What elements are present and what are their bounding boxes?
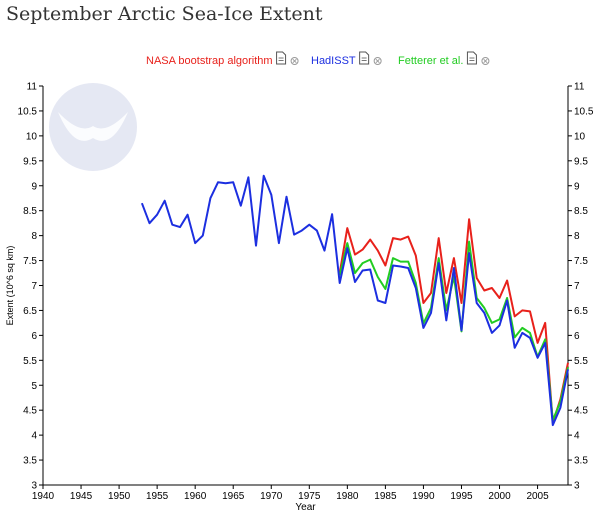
- series-line-fetterer-et-al: [338, 240, 569, 422]
- x-tick-label: 1975: [298, 491, 321, 502]
- x-tick-label: 1940: [32, 491, 55, 502]
- x-tick-label: 1990: [412, 491, 435, 502]
- y-tick-label-right: 9: [574, 181, 580, 192]
- y-tick-label-left: 3.5: [23, 456, 37, 467]
- x-tick-label: 2000: [488, 491, 511, 502]
- legend-label[interactable]: Fetterer et al.: [398, 55, 463, 67]
- y-axis-label: Extent (10^6 sq km): [5, 246, 15, 326]
- y-tick-label-right: 4.5: [574, 406, 588, 417]
- y-tick-label-left: 4: [31, 431, 37, 442]
- legend-label[interactable]: NASA bootstrap algorithm: [146, 55, 273, 67]
- x-tick-label: 1960: [184, 491, 207, 502]
- legend-label[interactable]: HadISST: [311, 55, 356, 67]
- y-tick-label-right: 7: [574, 281, 580, 292]
- x-tick-label: 1955: [146, 491, 169, 502]
- y-tick-label-right: 3.5: [574, 456, 588, 467]
- y-tick-label-left: 8: [31, 231, 37, 242]
- legend-item[interactable]: NASA bootstrap algorithm: [146, 51, 299, 67]
- y-tick-label-left: 7: [31, 281, 37, 292]
- y-tick-label-right: 10.5: [574, 106, 594, 117]
- y-tick-label-right: 8: [574, 231, 580, 242]
- y-tick-label-left: 6: [31, 331, 37, 342]
- close-icon[interactable]: [481, 57, 490, 65]
- close-icon[interactable]: [290, 57, 299, 65]
- y-tick-label-left: 9: [31, 181, 37, 192]
- y-tick-label-right: 8.5: [574, 206, 588, 217]
- x-tick-label: 1995: [450, 491, 473, 502]
- y-tick-label-left: 8.5: [23, 206, 37, 217]
- plot-area: [140, 174, 569, 427]
- document-icon[interactable]: [276, 51, 287, 65]
- series-line-hadisst: [140, 174, 569, 427]
- y-tick-label-right: 6: [574, 331, 580, 342]
- x-tick-label: 1985: [374, 491, 397, 502]
- chart-legend[interactable]: NASA bootstrap algorithm HadISST Fetterer …: [146, 51, 490, 67]
- y-tick-label-right: 5: [574, 381, 580, 392]
- y-tick-label-left: 7.5: [23, 256, 37, 267]
- y-tick-label-left: 5.5: [23, 356, 37, 367]
- y-tick-label-left: 10: [26, 131, 38, 142]
- y-tick-label-right: 6.5: [574, 306, 588, 317]
- legend-item[interactable]: HadISST: [311, 51, 382, 67]
- chart-axes: 3 3 3.5 3.5 4 4 4.5 4.5 5 5 5.5 5.5 6 6 6.5 6.5 7 7 7.5 7.5…: [5, 82, 594, 514]
- noaa-logo-watermark: [49, 83, 137, 171]
- page-title: September Arctic Sea-Ice Extent: [6, 3, 323, 25]
- document-icon[interactable]: [359, 51, 370, 65]
- y-tick-label-right: 11: [574, 82, 585, 93]
- x-tick-label: 1970: [260, 491, 283, 502]
- y-tick-label-right: 10: [574, 131, 586, 142]
- y-tick-label-right: 4: [574, 431, 580, 442]
- y-tick-label-left: 10.5: [18, 106, 38, 117]
- series-line-nasa-bootstrap-algorithm: [338, 218, 569, 424]
- x-tick-label: 1945: [70, 491, 93, 502]
- y-tick-label-left: 5: [31, 381, 37, 392]
- x-tick-label: 1965: [222, 491, 245, 502]
- y-tick-label-right: 9.5: [574, 156, 588, 167]
- x-tick-label: 2005: [526, 491, 549, 502]
- y-tick-label-right: 7.5: [574, 256, 588, 267]
- x-axis-label: Year: [295, 502, 316, 513]
- y-tick-label-left: 3: [31, 481, 37, 492]
- legend-item[interactable]: Fetterer et al.: [398, 51, 490, 67]
- y-tick-label-left: 6.5: [23, 306, 37, 317]
- close-icon[interactable]: [373, 57, 382, 65]
- y-tick-label-left: 9.5: [23, 156, 37, 167]
- y-tick-label-left: 4.5: [23, 406, 37, 417]
- y-tick-label-right: 3: [574, 481, 580, 492]
- y-tick-label-left: 11: [27, 82, 38, 93]
- x-tick-label: 1950: [108, 491, 131, 502]
- document-icon[interactable]: [466, 51, 477, 65]
- x-tick-label: 1980: [336, 491, 359, 502]
- logo-bird: [58, 112, 128, 141]
- y-tick-label-right: 5.5: [574, 356, 588, 367]
